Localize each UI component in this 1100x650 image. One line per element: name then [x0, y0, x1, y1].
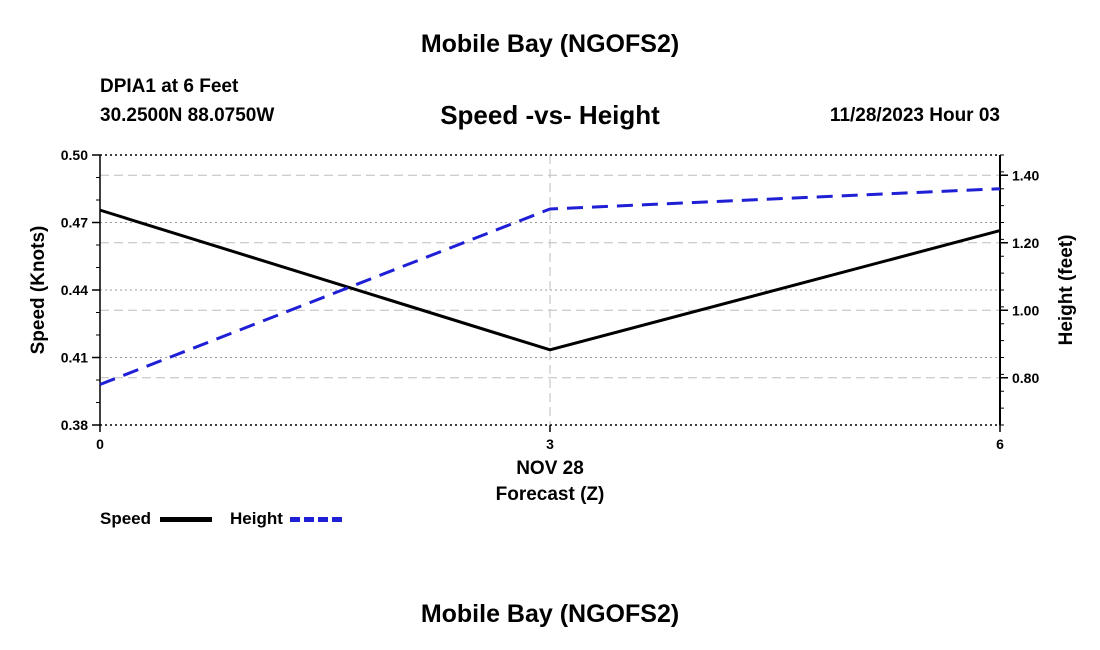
left-tick-label: 0.38 [61, 417, 88, 433]
legend-speed-swatch [160, 517, 212, 522]
station-name: DPIA1 at 6 Feet [100, 76, 239, 97]
left-tick-label: 0.41 [61, 350, 88, 366]
left-tick-label: 0.44 [61, 282, 88, 298]
forecast-datetime: 11/28/2023 Hour 03 [829, 105, 1000, 126]
x-tick-label: 0 [96, 436, 104, 452]
legend-speed-label: Speed [100, 509, 152, 528]
chart-title: Speed -vs- Height [440, 100, 660, 130]
x-date-label: NOV 28 [516, 458, 584, 479]
x-tick-label: 3 [546, 436, 554, 452]
y2-axis-title: Height (feet) [1056, 235, 1077, 346]
left-tick-label: 0.47 [61, 215, 88, 231]
legend-height-swatch [290, 517, 342, 522]
series-line-height [99, 187, 1001, 386]
right-tick-label: 1.00 [1012, 302, 1039, 318]
footer-title: Mobile Bay (NGOFS2) [420, 600, 680, 628]
right-tick-label: 1.20 [1012, 235, 1039, 251]
left-tick-label: 0.50 [61, 147, 88, 163]
station-coords: 30.2500N 88.0750W [100, 105, 275, 126]
series-line-speed [99, 208, 1001, 352]
x-tick-label: 6 [996, 436, 1004, 452]
legend-height-label: Height [230, 509, 283, 528]
y-axis-title: Speed (Knots) [28, 226, 49, 355]
x-axis-title: Forecast (Z) [496, 484, 605, 505]
page-title: Mobile Bay (NGOFS2) [420, 30, 680, 58]
right-tick-label: 1.40 [1012, 167, 1039, 183]
right-tick-label: 0.80 [1012, 370, 1039, 386]
